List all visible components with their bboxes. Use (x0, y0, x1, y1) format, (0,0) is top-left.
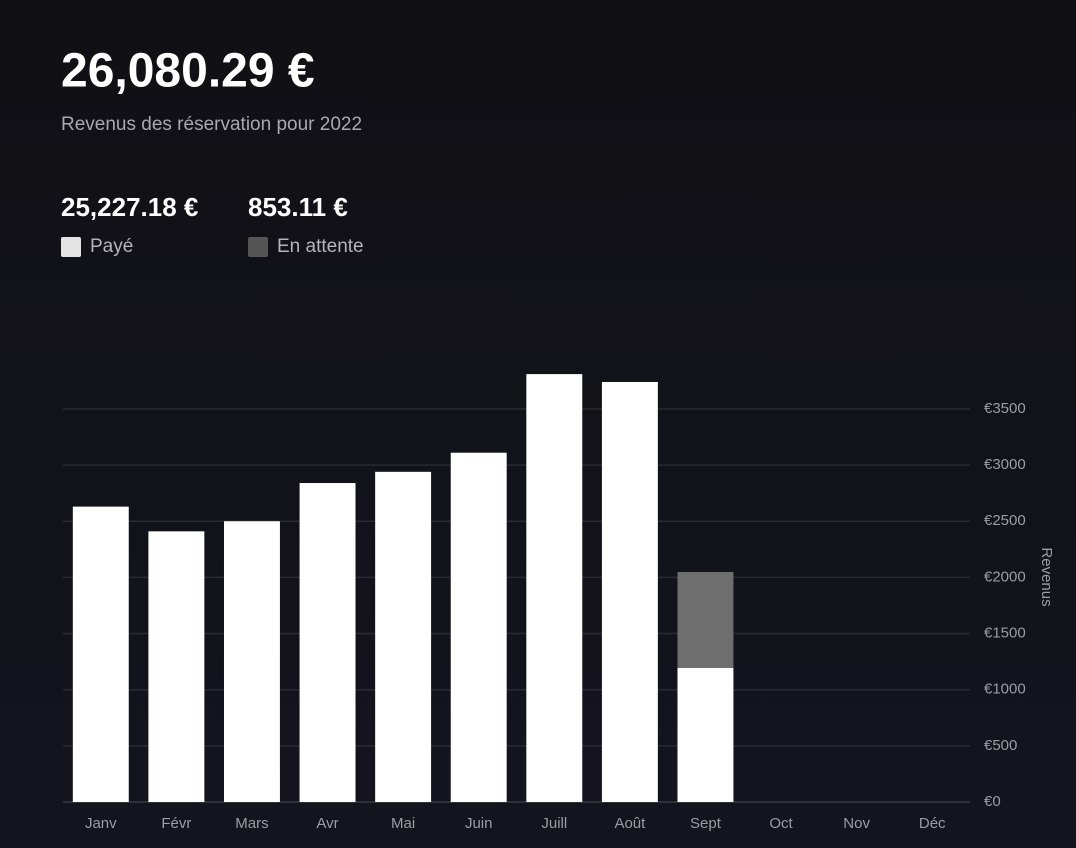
series-total: 25,227.18 € (61, 192, 198, 222)
x-tick-label: Juin (465, 815, 493, 832)
x-tick-label: Mai (391, 815, 415, 832)
x-tick-label: Déc (919, 815, 946, 832)
legend-label: En attente (277, 236, 364, 257)
x-tick-label: Août (614, 815, 646, 832)
x-tick-label: Nov (843, 815, 870, 832)
y-tick-label: €1000 (984, 681, 1026, 698)
bar-segment (450, 452, 507, 802)
x-tick-label: Oct (769, 815, 793, 832)
bar-segment (223, 521, 280, 802)
total-amount: 26,080.29 € (61, 45, 315, 98)
x-tick-label: Juill (541, 815, 567, 832)
x-tick-label: Sept (690, 815, 722, 832)
y-tick-label: €2000 (984, 568, 1026, 585)
legend-swatch (248, 237, 268, 257)
legend-label: Payé (90, 236, 133, 257)
bar-segment (677, 667, 734, 802)
bar-segment (148, 531, 205, 802)
x-tick-label: Févr (161, 815, 191, 832)
legend-swatch (61, 237, 81, 257)
x-tick-label: Mars (235, 815, 268, 832)
y-axis-label: Revenus (1038, 547, 1055, 606)
bar-segment (677, 571, 734, 668)
y-tick-label: €500 (984, 737, 1017, 754)
subtitle: Revenus des réservation pour 2022 (61, 114, 362, 135)
y-tick-label: €3500 (984, 400, 1026, 417)
y-tick-label: €3000 (984, 456, 1026, 473)
bar-segment (375, 471, 432, 802)
bar-segment (526, 374, 583, 802)
bar-segment (299, 483, 356, 802)
x-tick-label: Avr (316, 815, 338, 832)
bar-segment (72, 506, 129, 802)
x-tick-label: Janv (85, 815, 117, 832)
y-tick-label: €0 (984, 793, 1001, 810)
y-tick-label: €1500 (984, 625, 1026, 642)
y-tick-label: €2500 (984, 512, 1026, 529)
bar-segment (601, 381, 658, 802)
series-total: 853.11 € (248, 192, 348, 222)
